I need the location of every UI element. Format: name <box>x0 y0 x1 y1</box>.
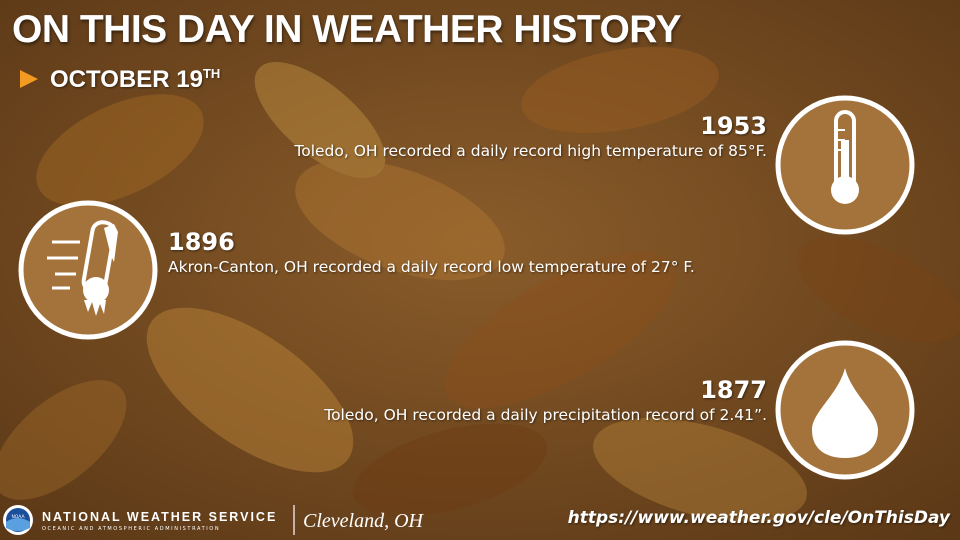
event-text: Akron-Canton, OH recorded a daily record… <box>168 258 695 276</box>
agency-name: NATIONAL WEATHER SERVICE <box>42 510 278 524</box>
logo-text: NOAA <box>11 514 25 520</box>
date-text: OCTOBER 19 <box>50 66 203 93</box>
url[interactable]: https://www.weather.gov/cle/OnThisDay <box>567 508 950 528</box>
event-text: Toledo, OH recorded a daily record high … <box>294 142 767 160</box>
noaa-logo: NOAA <box>3 505 33 535</box>
event-text: Toledo, OH recorded a daily precipitatio… <box>324 406 767 424</box>
cold-thermometer-icon <box>18 200 158 340</box>
event-year: 1953 <box>700 112 767 140</box>
date: OCTOBER 19TH <box>20 66 220 94</box>
title: ON THIS DAY IN WEATHER HISTORY <box>12 8 682 51</box>
date-arrow <box>20 70 38 88</box>
office-name: Cleveland, OH <box>303 510 423 532</box>
leaves <box>0 46 960 522</box>
event-year: 1877 <box>700 376 767 404</box>
event-year: 1896 <box>168 228 235 256</box>
thermometer-icon <box>775 95 915 235</box>
raindrop-icon <box>775 340 915 480</box>
date-suffix: TH <box>202 66 221 81</box>
agency-subtitle: OCEANIC AND ATMOSPHERIC ADMINISTRATION <box>42 526 221 532</box>
